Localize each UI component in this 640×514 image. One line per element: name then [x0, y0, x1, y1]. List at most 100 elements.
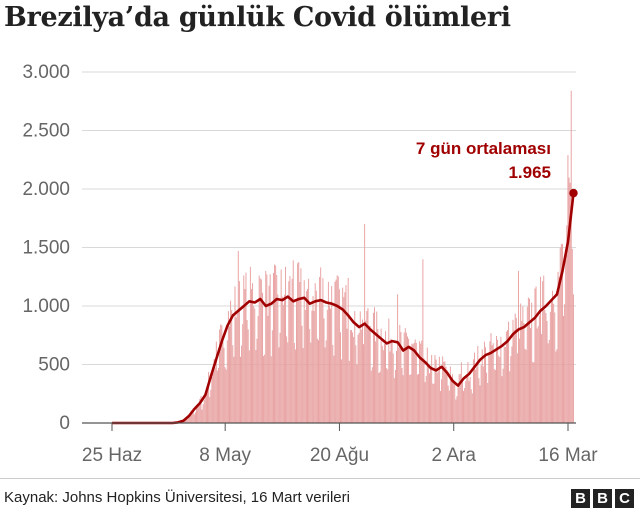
daily-bar [534, 288, 536, 423]
daily-bar [203, 399, 205, 423]
daily-bar [219, 329, 221, 423]
x-tick-label: 2 Ara [432, 445, 477, 466]
daily-bar [310, 342, 312, 423]
daily-bar [376, 311, 378, 423]
daily-bar [456, 396, 458, 423]
daily-bar [300, 268, 302, 423]
chart-area: 0 500 1.000 1.500 2.000 2.500 3.000 25 Haz 8 Ma… [22, 62, 598, 466]
chart-title: Brezilya’da günlük Covid ölümleri [4, 2, 511, 33]
daily-bar [274, 264, 276, 423]
daily-bar [375, 341, 377, 423]
daily-bar [224, 367, 226, 423]
daily-bar [439, 391, 441, 423]
daily-bar [464, 388, 466, 423]
daily-bar [185, 418, 187, 423]
y-tick-label: 1.000 [22, 296, 70, 317]
daily-bar [409, 375, 411, 423]
daily-bar [518, 270, 519, 423]
daily-bar [415, 342, 417, 423]
daily-bar [491, 345, 493, 423]
daily-bar [458, 374, 460, 423]
daily-bar [202, 404, 204, 423]
daily-bar [236, 309, 238, 423]
daily-bar [308, 278, 310, 423]
daily-bar [188, 415, 190, 423]
daily-bar [323, 318, 325, 423]
daily-bar [304, 310, 306, 423]
daily-bar [421, 340, 423, 423]
daily-bar [282, 304, 284, 423]
daily-bar [272, 272, 274, 423]
daily-bar [352, 332, 354, 423]
daily-bar [555, 351, 557, 423]
daily-bar [514, 313, 516, 423]
daily-bar [405, 332, 407, 423]
daily-bar [496, 336, 497, 423]
daily-bar [430, 367, 432, 423]
daily-bar [461, 379, 463, 423]
daily-bar [558, 276, 560, 423]
annotation-label: 7 gün ortalaması [416, 139, 551, 158]
daily-bar [360, 329, 362, 423]
daily-bar [560, 244, 562, 423]
daily-bar [356, 364, 358, 423]
daily-bar [492, 343, 494, 423]
daily-bar [271, 330, 273, 423]
daily-bar [390, 338, 392, 423]
daily-bar [568, 177, 570, 423]
daily-bar [457, 387, 459, 423]
daily-bar [324, 347, 326, 423]
daily-bar [189, 413, 191, 423]
daily-bar [536, 328, 538, 423]
daily-bar [482, 366, 484, 423]
daily-bar [503, 346, 505, 423]
daily-bar [276, 274, 278, 423]
daily-bar [438, 356, 440, 423]
daily-bar [331, 286, 333, 423]
daily-bar [292, 260, 294, 423]
daily-bar [393, 378, 395, 423]
daily-bar [569, 182, 571, 423]
daily-bar [312, 296, 314, 423]
daily-bar [332, 344, 334, 423]
daily-bar [411, 343, 413, 423]
daily-bar [426, 347, 428, 423]
daily-bar [394, 369, 396, 423]
daily-bar [319, 276, 321, 423]
daily-bar [297, 263, 299, 423]
daily-bar [512, 319, 514, 423]
daily-bar [429, 373, 430, 423]
daily-bar [538, 315, 540, 423]
daily-bar [350, 330, 352, 423]
bar-series [172, 90, 574, 423]
daily-bar [567, 155, 569, 423]
daily-bar [378, 373, 380, 423]
daily-bar [479, 385, 481, 423]
daily-bar [476, 367, 478, 423]
x-tick-label: 16 Mar [538, 445, 598, 466]
daily-bar [445, 366, 447, 423]
daily-bar [329, 305, 330, 423]
daily-bar [523, 323, 525, 423]
daily-bar [280, 269, 282, 423]
daily-bar [210, 389, 212, 423]
bbc-logo-letter: C [615, 489, 634, 508]
daily-bar [252, 283, 254, 423]
daily-bar [487, 382, 489, 423]
daily-bar [250, 289, 252, 423]
daily-bar [220, 324, 222, 423]
daily-bar [556, 349, 558, 423]
daily-bar [270, 356, 272, 423]
daily-bar [399, 324, 401, 423]
daily-bar [448, 390, 450, 423]
daily-bar [419, 341, 421, 423]
daily-bar [346, 328, 348, 423]
daily-bar [204, 393, 206, 423]
daily-bar [197, 405, 199, 423]
daily-bar [301, 325, 303, 423]
daily-bar [233, 356, 235, 423]
daily-bar [545, 313, 547, 423]
daily-bar [227, 311, 229, 423]
daily-bar [542, 281, 544, 423]
daily-bar [294, 349, 296, 423]
